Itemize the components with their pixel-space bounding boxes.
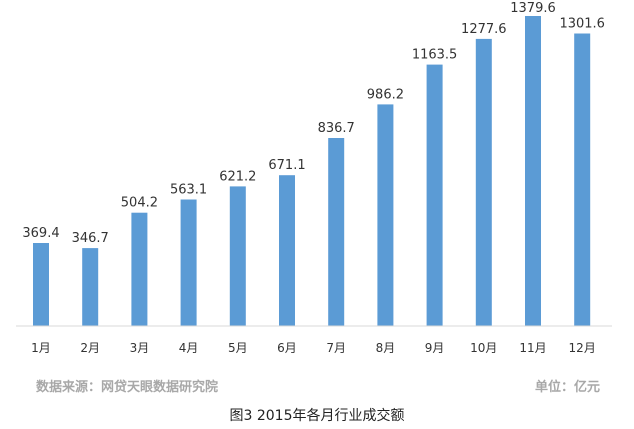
value-label-9: 1163.5 (412, 48, 458, 63)
bar-9 (426, 64, 443, 326)
category-label-11: 11月 (519, 341, 546, 355)
bar-1 (33, 243, 49, 326)
category-label-4: 4月 (179, 341, 199, 355)
category-label-6: 6月 (277, 341, 297, 355)
bar-3 (131, 212, 148, 326)
category-label-12: 12月 (569, 341, 596, 355)
category-label-3: 3月 (130, 341, 150, 355)
category-label-7: 7月 (326, 341, 346, 355)
bar-2 (82, 248, 99, 326)
category-label-group: 1月 2月 3月 4月 5月 6月 7月 8月 9月 10月 11月 12月 (31, 341, 596, 355)
bar-group (33, 16, 591, 327)
bar-6 (279, 175, 295, 326)
category-label-10: 10月 (470, 341, 497, 355)
category-label-5: 5月 (228, 341, 248, 355)
category-label-1: 1月 (31, 341, 51, 355)
category-label-9: 9月 (425, 341, 445, 355)
value-label-4: 563.1 (170, 183, 207, 198)
bar-7 (328, 138, 345, 326)
category-label-8: 8月 (376, 341, 396, 355)
bar-chart: 369.4 346.7 504.2 563.1 621.2 671.1 836.7 986.2… (16, 1, 612, 355)
figure-caption: 图3 2015年各月行业成交额 (229, 408, 405, 424)
bar-4 (180, 199, 197, 326)
value-label-5: 621.2 (219, 169, 256, 184)
unit-note: 单位：亿元 (534, 380, 600, 395)
data-source-note: 数据来源：网贷天眼数据研究院 (36, 380, 219, 395)
value-label-7: 836.7 (318, 121, 355, 136)
category-label-2: 2月 (80, 341, 100, 355)
value-label-6: 671.1 (268, 158, 305, 173)
value-label-2: 346.7 (72, 231, 109, 246)
value-label-12: 1301.6 (559, 17, 605, 32)
bar-11 (525, 16, 541, 326)
value-label-10: 1277.6 (461, 22, 507, 37)
bar-12 (574, 33, 591, 326)
value-label-8: 986.2 (367, 87, 404, 102)
bar-10 (475, 38, 492, 327)
value-label-group: 369.4 346.7 504.2 563.1 621.2 671.1 836.7 986.2… (22, 1, 605, 246)
value-label-11: 1379.6 (510, 1, 556, 16)
bar-5 (229, 186, 246, 326)
value-label-3: 504.2 (121, 196, 158, 211)
bar-8 (377, 104, 394, 327)
value-label-1: 369.4 (22, 226, 59, 241)
